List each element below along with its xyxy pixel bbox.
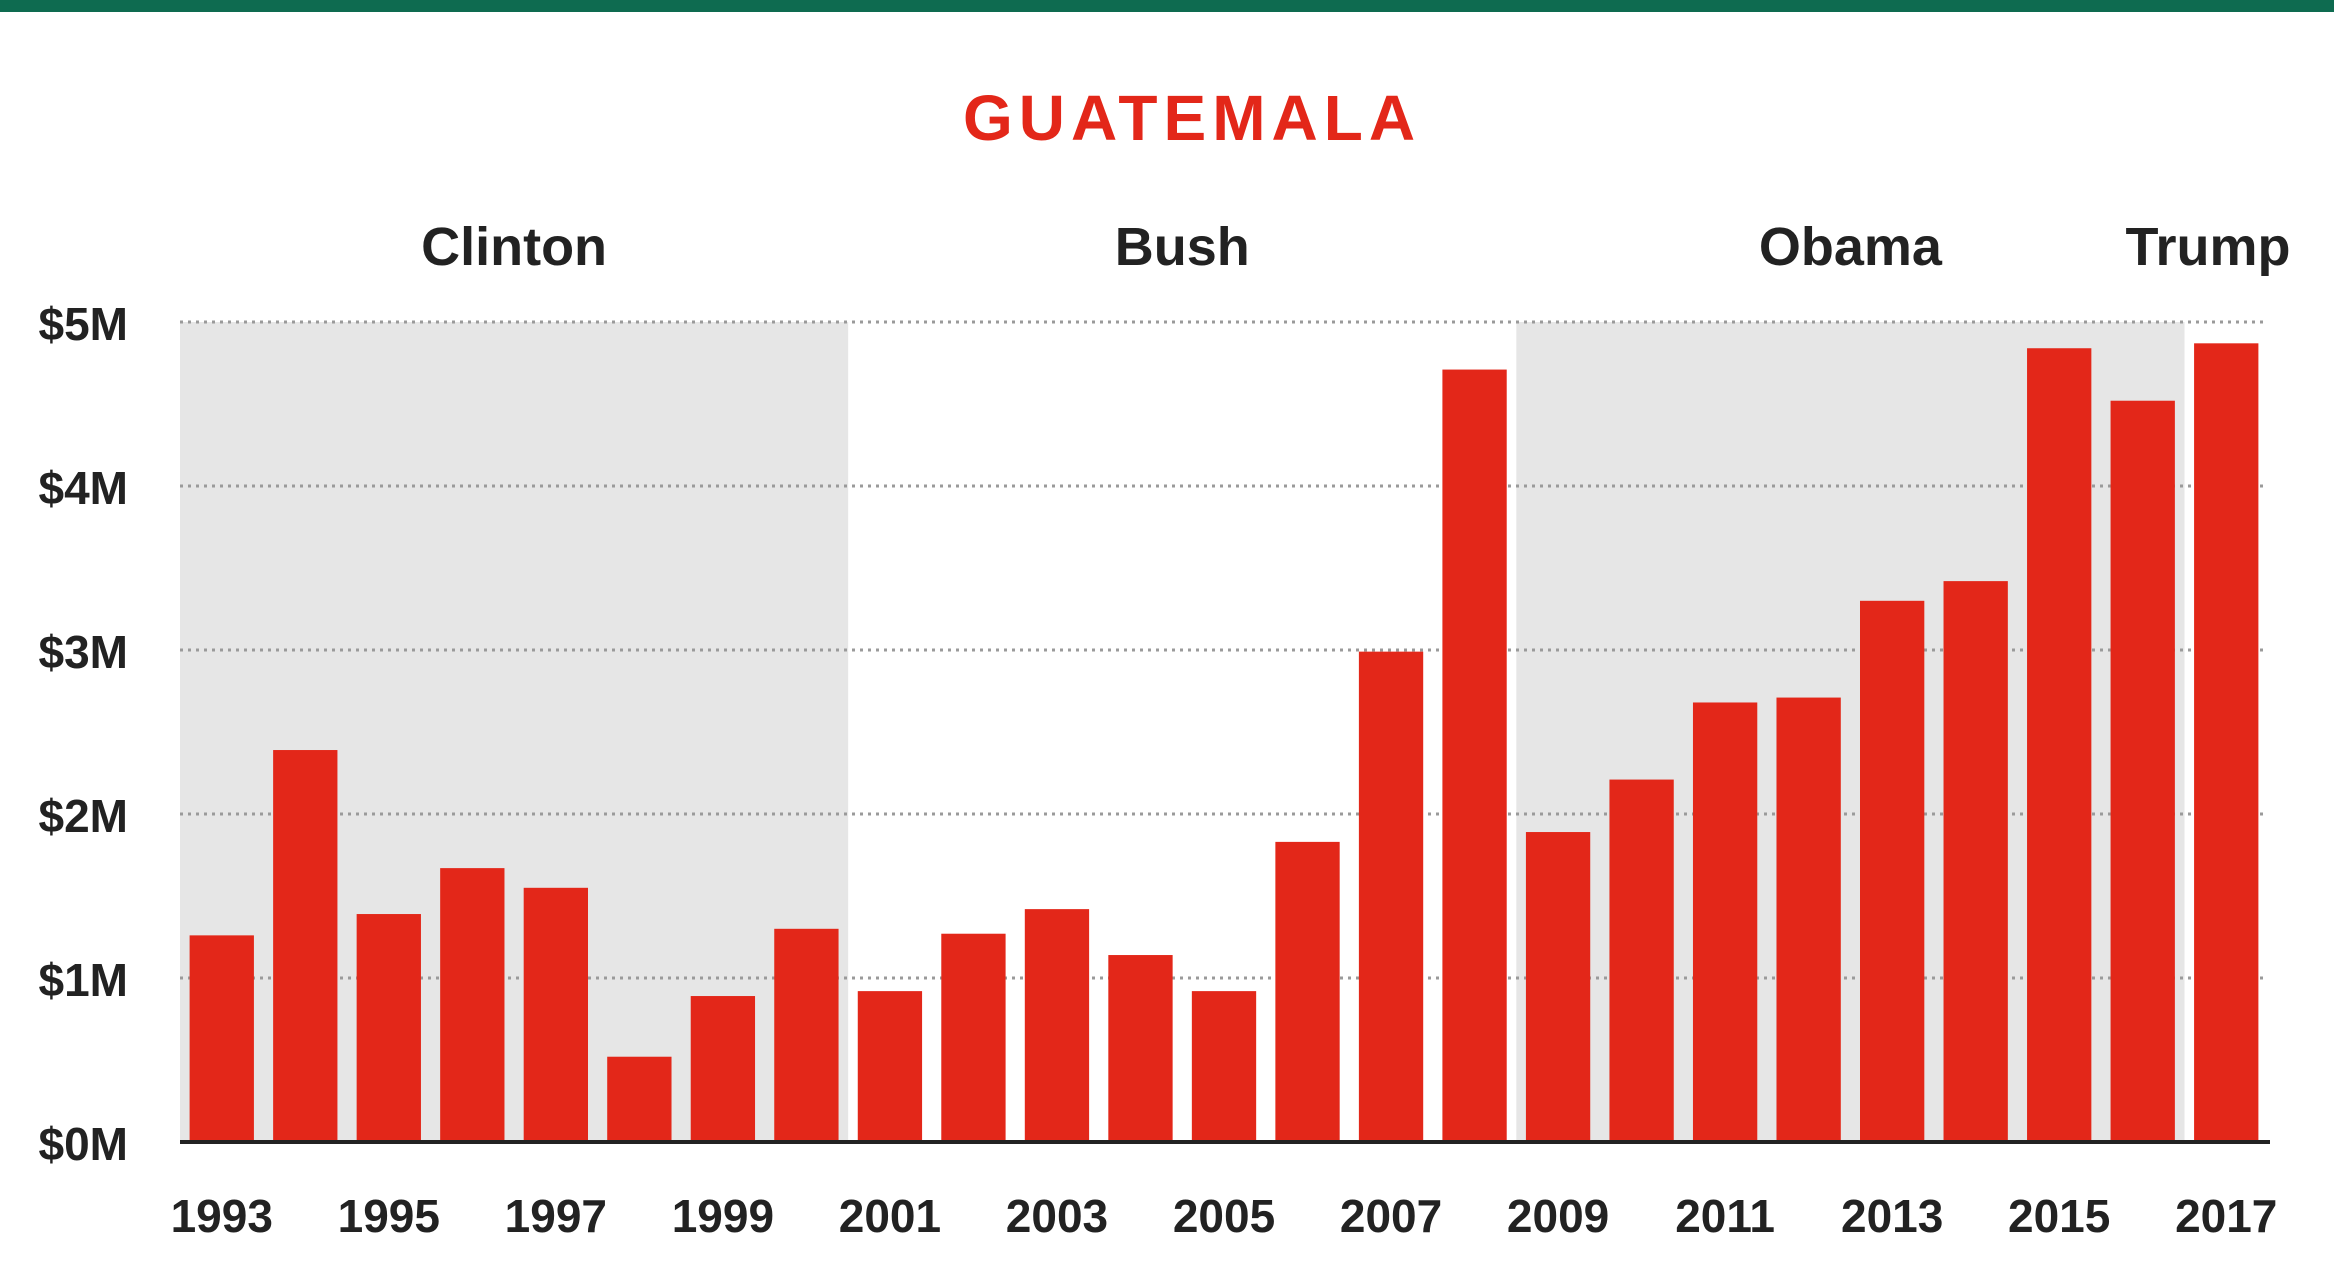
bar-2003 <box>1024 909 1090 1142</box>
bar-2014 <box>1943 581 2008 1142</box>
bar-2008 <box>1442 369 1507 1142</box>
bars <box>189 343 2259 1143</box>
bar-1999 <box>690 996 756 1142</box>
bar-2004 <box>1108 955 1173 1142</box>
x-tick-label: 1999 <box>672 1190 774 1242</box>
chart-title: GUATEMALA <box>963 82 1421 154</box>
y-tick-label: $3M <box>39 626 128 678</box>
bar-2017 <box>2194 343 2259 1142</box>
bar-1994 <box>273 750 338 1142</box>
x-tick-label: 2001 <box>839 1190 941 1242</box>
admin-label-obama: Obama <box>1759 217 1943 277</box>
y-tick-label: $0M <box>39 1118 128 1170</box>
bar-1996 <box>440 868 505 1142</box>
bar-2015 <box>2027 348 2092 1142</box>
bar-2007 <box>1358 651 1424 1142</box>
y-tick-label: $2M <box>39 790 128 842</box>
bar-1993 <box>189 935 254 1142</box>
x-tick-label: 2017 <box>2175 1190 2277 1242</box>
x-tick-label: 2005 <box>1173 1190 1275 1242</box>
x-tick-label: 1993 <box>171 1190 273 1242</box>
x-tick-labels: 1993 1995 1997 1999 2001 2003 2005 2007 2009 2011… <box>171 1190 2278 1242</box>
bar-2009 <box>1525 832 1591 1142</box>
administration-labels: Clinton Bush Obama Trump <box>421 217 2290 277</box>
x-tick-label: 1995 <box>338 1190 440 1242</box>
x-tick-label: 2011 <box>1675 1190 1775 1242</box>
bar-2016 <box>2110 400 2175 1143</box>
bar-2012 <box>1776 697 1841 1142</box>
bar-2011 <box>1692 702 1758 1142</box>
bar-1998 <box>607 1056 672 1142</box>
x-tick-label: 2013 <box>1841 1190 1943 1242</box>
admin-label-bush: Bush <box>1115 217 1250 277</box>
y-tick-labels: $0M $1M $2M $3M $4M $5M <box>39 298 128 1170</box>
x-tick-label: 2015 <box>2008 1190 2110 1242</box>
bar-2005 <box>1191 991 1257 1142</box>
bar-1997 <box>523 887 588 1142</box>
bar-2010 <box>1609 779 1674 1142</box>
bar-2002 <box>941 933 1006 1142</box>
x-tick-label: 2003 <box>1006 1190 1108 1242</box>
x-tick-label: 2009 <box>1507 1190 1609 1242</box>
y-tick-label: $4M <box>39 462 128 514</box>
admin-label-clinton: Clinton <box>421 217 607 277</box>
y-tick-label: $5M <box>39 298 128 350</box>
y-tick-label: $1M <box>39 954 128 1006</box>
bar-2001 <box>857 991 923 1142</box>
x-tick-label: 2007 <box>1340 1190 1442 1242</box>
admin-label-trump: Trump <box>2125 217 2290 277</box>
bar-1995 <box>356 914 421 1142</box>
bar-2000 <box>774 928 839 1142</box>
bar-2013 <box>1860 600 1925 1142</box>
top-accent-band <box>0 0 2334 12</box>
bar-2006 <box>1275 841 1340 1142</box>
x-tick-label: 1997 <box>505 1190 607 1242</box>
